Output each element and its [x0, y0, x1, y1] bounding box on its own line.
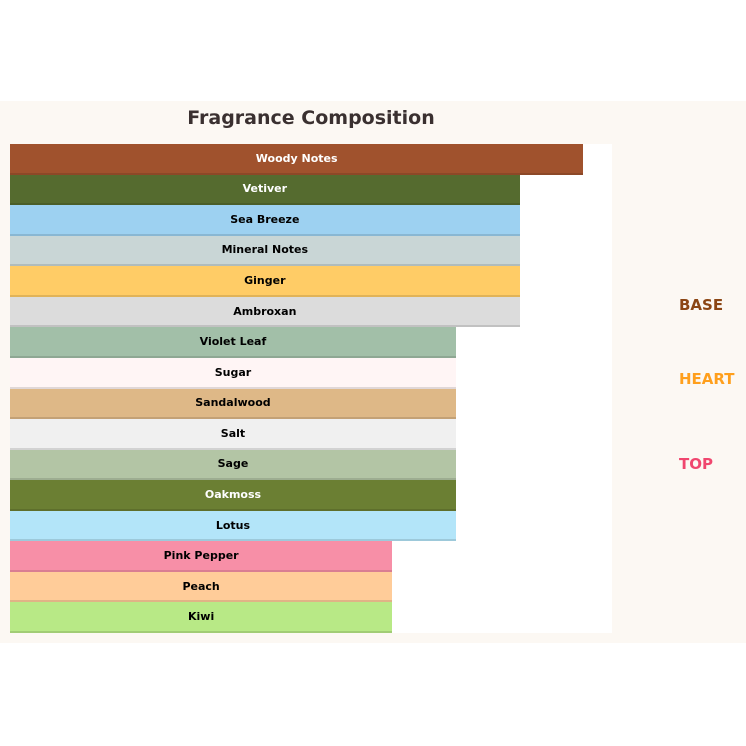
bar-label: Peach — [182, 579, 220, 593]
bar-sea-breeze: Sea Breeze — [10, 205, 520, 236]
bar-kiwi: Kiwi — [10, 602, 393, 633]
bar-label: Ambroxan — [233, 304, 297, 318]
layer-label-base: BASE — [679, 296, 724, 314]
bar-label: Oakmoss — [204, 487, 262, 501]
bar-label: Sage — [217, 457, 249, 471]
bar-label: Sandalwood — [195, 396, 271, 410]
bar-label: Sea Breeze — [230, 212, 300, 226]
bar-mineral-notes: Mineral Notes — [10, 235, 520, 267]
bar-label: Kiwi — [187, 610, 215, 624]
bar-pink-pepper: Pink Pepper — [10, 541, 393, 572]
layer-label-top: TOP — [679, 455, 713, 473]
bar-vetiver: Vetiver — [10, 174, 520, 206]
bar-sugar: Sugar — [10, 357, 456, 389]
bar-sage: Sage — [10, 449, 456, 481]
bar-ambroxan: Ambroxan — [10, 296, 520, 328]
bar-label: Violet Leaf — [199, 335, 267, 349]
bar-woody-notes: Woody Notes — [10, 144, 584, 175]
layer-label-heart: HEART — [679, 370, 735, 388]
bar-violet-leaf: Violet Leaf — [10, 327, 456, 358]
bar-lotus: Lotus — [10, 510, 456, 542]
bar-label: Ginger — [244, 274, 286, 288]
bar-label: Pink Pepper — [163, 549, 239, 563]
bar-label: Woody Notes — [255, 151, 338, 165]
bar-label: Sugar — [214, 365, 252, 379]
bar-oakmoss: Oakmoss — [10, 480, 456, 511]
bar-label: Vetiver — [242, 182, 288, 196]
plot-area: Woody Notes Vetiver Sea Breeze Mineral Note… — [10, 144, 612, 633]
bar-label: Salt — [220, 426, 246, 440]
bar-sandalwood: Sandalwood — [10, 388, 456, 420]
chart-title: Fragrance Composition — [187, 107, 435, 129]
bar-label: Mineral Notes — [221, 243, 309, 257]
bar-salt: Salt — [10, 419, 456, 450]
bar-label: Lotus — [215, 518, 251, 532]
bar-ginger: Ginger — [10, 266, 520, 297]
bar-peach: Peach — [10, 571, 393, 603]
